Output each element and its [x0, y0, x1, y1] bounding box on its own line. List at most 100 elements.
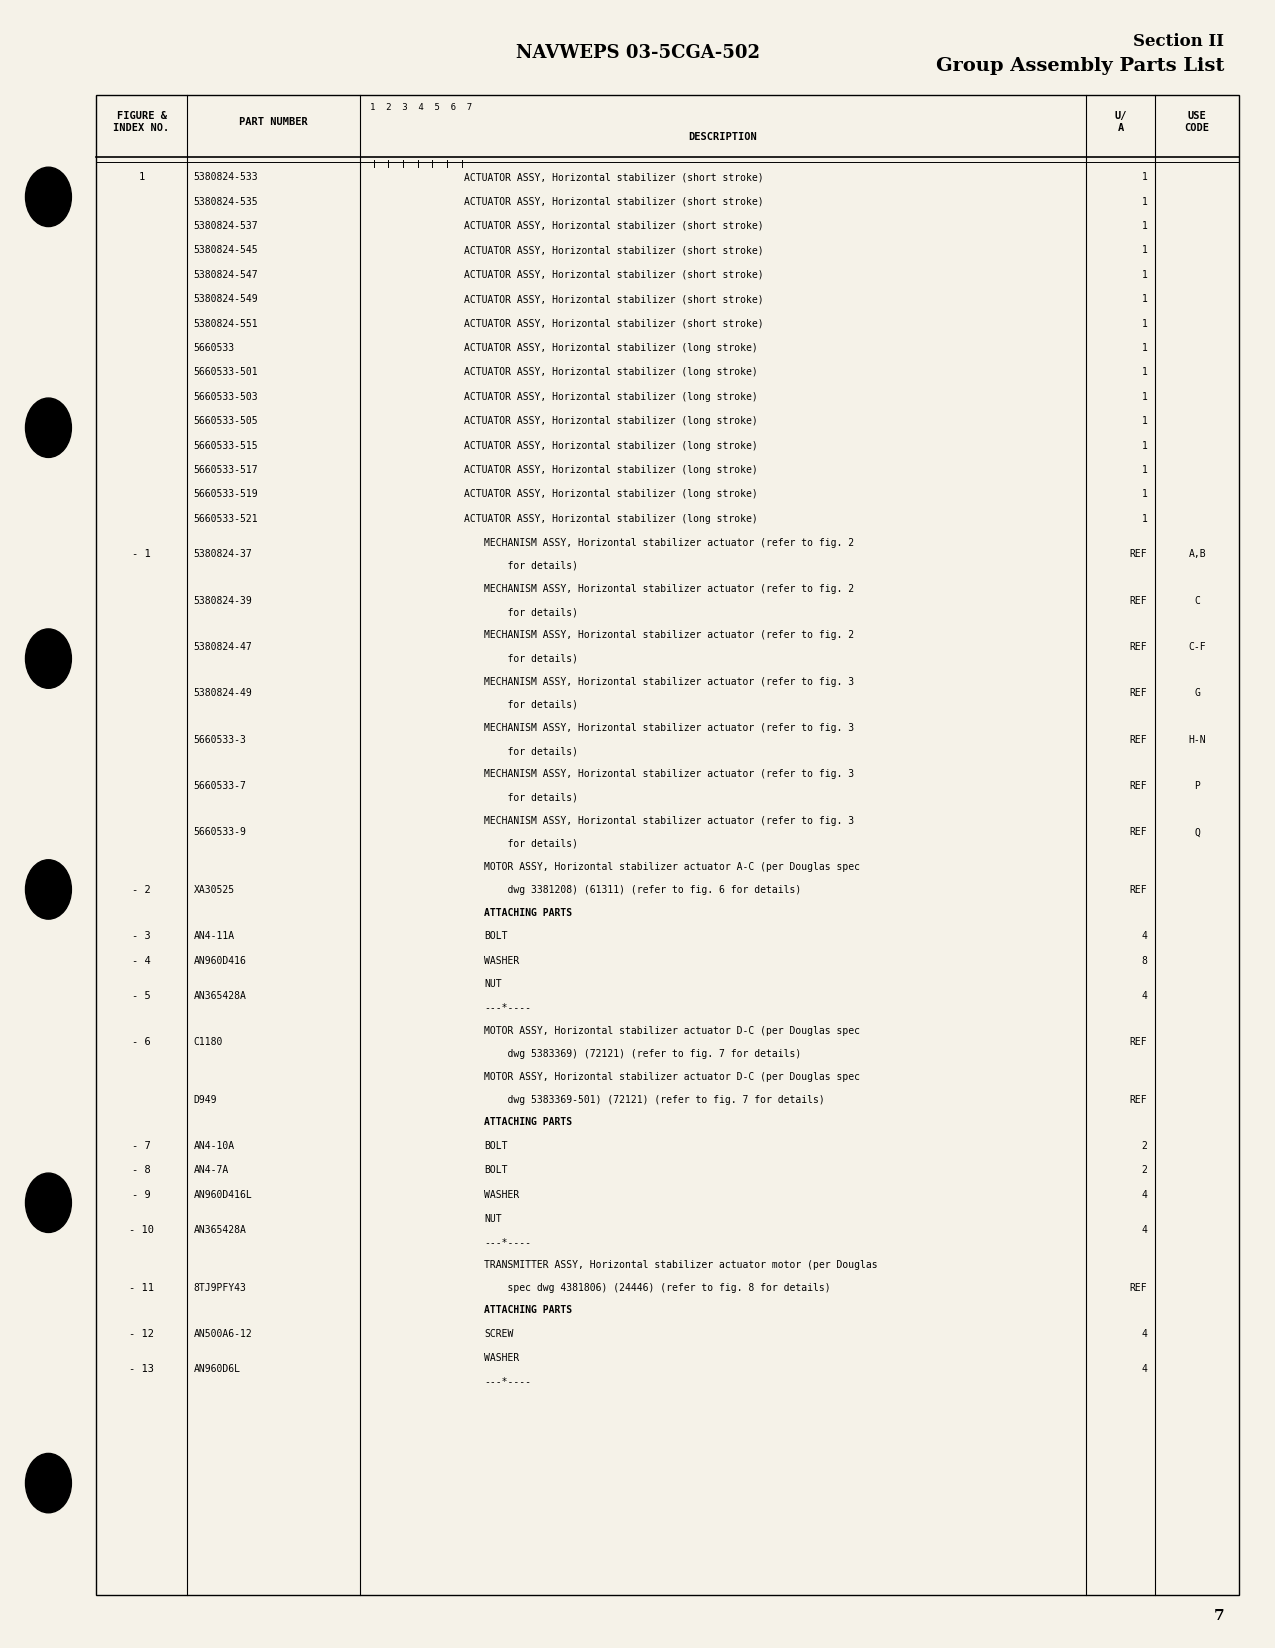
Text: for details): for details) — [484, 839, 579, 849]
Text: ---*----: ---*---- — [484, 1374, 532, 1384]
Text: - 9: - 9 — [133, 1190, 150, 1200]
Text: REF: REF — [1130, 781, 1148, 791]
Text: ACTUATOR ASSY, Horizontal stabilizer (long stroke): ACTUATOR ASSY, Horizontal stabilizer (lo… — [464, 489, 757, 499]
Text: ACTUATOR ASSY, Horizontal stabilizer (long stroke): ACTUATOR ASSY, Horizontal stabilizer (lo… — [464, 368, 757, 377]
Text: Group Assembly Parts List: Group Assembly Parts List — [936, 58, 1224, 74]
Text: USE
CODE: USE CODE — [1184, 110, 1210, 133]
Text: MOTOR ASSY, Horizontal stabilizer actuator D-C (per Douglas spec: MOTOR ASSY, Horizontal stabilizer actuat… — [484, 1025, 861, 1035]
Text: spec dwg 4381806) (24446) (refer to fig. 8 for details): spec dwg 4381806) (24446) (refer to fig.… — [484, 1282, 831, 1292]
Text: 4: 4 — [1141, 1363, 1148, 1373]
Text: 5380824-533: 5380824-533 — [194, 171, 259, 181]
Text: H-N: H-N — [1188, 735, 1206, 745]
Text: MOTOR ASSY, Horizontal stabilizer actuator D-C (per Douglas spec: MOTOR ASSY, Horizontal stabilizer actuat… — [484, 1071, 861, 1081]
Text: 8TJ9PFY43: 8TJ9PFY43 — [194, 1282, 246, 1292]
Text: AN960D416L: AN960D416L — [194, 1190, 252, 1200]
Text: 5660533-503: 5660533-503 — [194, 392, 259, 402]
Text: - 13: - 13 — [129, 1363, 154, 1373]
Text: MECHANISM ASSY, Horizontal stabilizer actuator (refer to fig. 2: MECHANISM ASSY, Horizontal stabilizer ac… — [484, 583, 854, 593]
Text: REF: REF — [1130, 1282, 1148, 1292]
Text: 5380824-545: 5380824-545 — [194, 246, 259, 255]
Text: ---*----: ---*---- — [484, 1236, 532, 1246]
Text: MECHANISM ASSY, Horizontal stabilizer actuator (refer to fig. 3: MECHANISM ASSY, Horizontal stabilizer ac… — [484, 676, 854, 686]
Text: C-F: C-F — [1188, 641, 1206, 651]
Text: 1: 1 — [1141, 368, 1148, 377]
Text: 1: 1 — [1141, 270, 1148, 280]
Text: 1: 1 — [1141, 221, 1148, 231]
Text: XA30525: XA30525 — [194, 885, 235, 895]
Text: - 10: - 10 — [129, 1224, 154, 1234]
Text: MECHANISM ASSY, Horizontal stabilizer actuator (refer to fig. 3: MECHANISM ASSY, Horizontal stabilizer ac… — [484, 722, 854, 733]
Text: AN4-10A: AN4-10A — [194, 1140, 235, 1150]
Text: REF: REF — [1130, 687, 1148, 697]
Text: ACTUATOR ASSY, Horizontal stabilizer (short stroke): ACTUATOR ASSY, Horizontal stabilizer (sh… — [464, 196, 764, 206]
Text: ACTUATOR ASSY, Horizontal stabilizer (long stroke): ACTUATOR ASSY, Horizontal stabilizer (lo… — [464, 415, 757, 425]
Text: 5660533-505: 5660533-505 — [194, 415, 259, 425]
Text: TRANSMITTER ASSY, Horizontal stabilizer actuator motor (per Douglas: TRANSMITTER ASSY, Horizontal stabilizer … — [484, 1259, 878, 1269]
Text: 5660533-519: 5660533-519 — [194, 489, 259, 499]
Text: MECHANISM ASSY, Horizontal stabilizer actuator (refer to fig. 2: MECHANISM ASSY, Horizontal stabilizer ac… — [484, 630, 854, 639]
Text: P: P — [1195, 781, 1200, 791]
Text: C1180: C1180 — [194, 1037, 223, 1046]
Text: REF: REF — [1130, 827, 1148, 837]
Text: MECHANISM ASSY, Horizontal stabilizer actuator (refer to fig. 3: MECHANISM ASSY, Horizontal stabilizer ac… — [484, 770, 854, 780]
Circle shape — [26, 630, 71, 689]
Text: 1: 1 — [1141, 392, 1148, 402]
Text: C: C — [1195, 595, 1200, 605]
Text: Section II: Section II — [1133, 33, 1224, 49]
Text: ACTUATOR ASSY, Horizontal stabilizer (short stroke): ACTUATOR ASSY, Horizontal stabilizer (sh… — [464, 246, 764, 255]
Text: 1: 1 — [1141, 293, 1148, 303]
Text: Q: Q — [1195, 827, 1200, 837]
Text: for details): for details) — [484, 560, 579, 570]
Text: AN960D416: AN960D416 — [194, 954, 246, 966]
Text: ATTACHING PARTS: ATTACHING PARTS — [484, 1117, 572, 1127]
Text: dwg 3381208) (61311) (refer to fig. 6 for details): dwg 3381208) (61311) (refer to fig. 6 fo… — [484, 885, 802, 895]
Text: 4: 4 — [1141, 1224, 1148, 1234]
Text: 1: 1 — [1141, 465, 1148, 475]
Text: ACTUATOR ASSY, Horizontal stabilizer (short stroke): ACTUATOR ASSY, Horizontal stabilizer (sh… — [464, 270, 764, 280]
Text: BOLT: BOLT — [484, 1140, 507, 1150]
Text: DESCRIPTION: DESCRIPTION — [688, 132, 757, 142]
Text: ATTACHING PARTS: ATTACHING PARTS — [484, 906, 572, 916]
Text: 1: 1 — [1141, 246, 1148, 255]
Text: 1: 1 — [1141, 171, 1148, 181]
Text: 5660533-515: 5660533-515 — [194, 440, 259, 450]
Text: 4: 4 — [1141, 931, 1148, 941]
Text: for details): for details) — [484, 747, 579, 756]
Text: 1: 1 — [139, 171, 144, 181]
Text: ACTUATOR ASSY, Horizontal stabilizer (short stroke): ACTUATOR ASSY, Horizontal stabilizer (sh… — [464, 171, 764, 181]
Text: 1: 1 — [1141, 196, 1148, 206]
Circle shape — [26, 168, 71, 227]
Text: MECHANISM ASSY, Horizontal stabilizer actuator (refer to fig. 3: MECHANISM ASSY, Horizontal stabilizer ac… — [484, 816, 854, 826]
Text: 5380824-537: 5380824-537 — [194, 221, 259, 231]
Text: 5660533-9: 5660533-9 — [194, 827, 246, 837]
Text: 5380824-49: 5380824-49 — [194, 687, 252, 697]
Text: 5660533-3: 5660533-3 — [194, 735, 246, 745]
Text: REF: REF — [1130, 735, 1148, 745]
Text: 5660533: 5660533 — [194, 343, 235, 353]
Text: 1: 1 — [1141, 415, 1148, 425]
Text: ACTUATOR ASSY, Horizontal stabilizer (short stroke): ACTUATOR ASSY, Horizontal stabilizer (sh… — [464, 293, 764, 303]
Text: AN365428A: AN365428A — [194, 990, 246, 1000]
Text: G: G — [1195, 687, 1200, 697]
Text: - 3: - 3 — [133, 931, 150, 941]
Text: for details): for details) — [484, 793, 579, 803]
Text: WASHER: WASHER — [484, 1351, 520, 1361]
Text: for details): for details) — [484, 699, 579, 709]
Text: 2: 2 — [1141, 1165, 1148, 1175]
Text: dwg 5383369) (72121) (refer to fig. 7 for details): dwg 5383369) (72121) (refer to fig. 7 fo… — [484, 1048, 802, 1058]
Text: D949: D949 — [194, 1094, 217, 1104]
Text: ACTUATOR ASSY, Horizontal stabilizer (long stroke): ACTUATOR ASSY, Horizontal stabilizer (lo… — [464, 343, 757, 353]
Text: 1  2  3  4  5  6  7: 1 2 3 4 5 6 7 — [370, 102, 472, 112]
Text: 1: 1 — [1141, 343, 1148, 353]
Circle shape — [26, 399, 71, 458]
Text: 5380824-547: 5380824-547 — [194, 270, 259, 280]
Text: ACTUATOR ASSY, Horizontal stabilizer (long stroke): ACTUATOR ASSY, Horizontal stabilizer (lo… — [464, 392, 757, 402]
Text: NUT: NUT — [484, 1213, 502, 1223]
Text: dwg 5383369-501) (72121) (refer to fig. 7 for details): dwg 5383369-501) (72121) (refer to fig. … — [484, 1094, 825, 1104]
Text: 1: 1 — [1141, 440, 1148, 450]
Text: A,B: A,B — [1188, 549, 1206, 559]
Text: 4: 4 — [1141, 990, 1148, 1000]
Circle shape — [26, 1454, 71, 1513]
Text: MECHANISM ASSY, Horizontal stabilizer actuator (refer to fig. 2: MECHANISM ASSY, Horizontal stabilizer ac… — [484, 537, 854, 547]
Text: ACTUATOR ASSY, Horizontal stabilizer (short stroke): ACTUATOR ASSY, Horizontal stabilizer (sh… — [464, 221, 764, 231]
